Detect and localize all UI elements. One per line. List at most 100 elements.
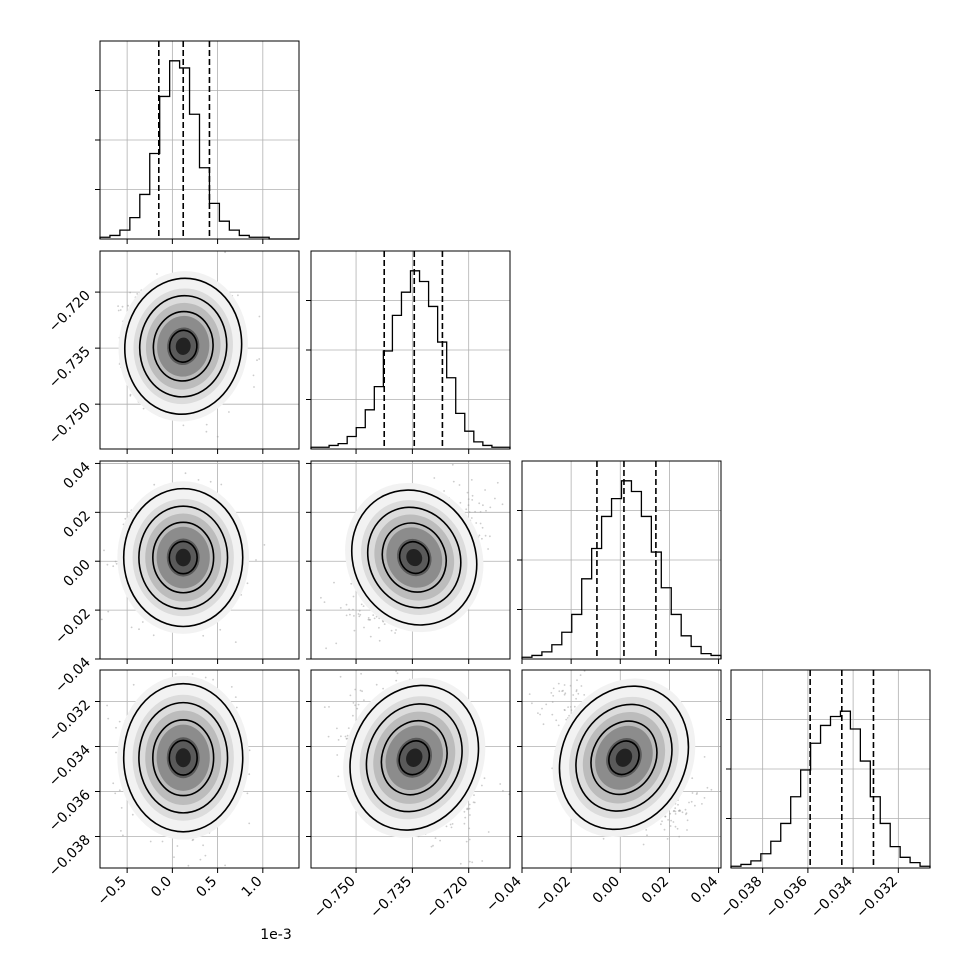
scatter-point: [465, 508, 467, 510]
scatter-point: [370, 636, 372, 638]
y-tick-label: −0.04: [52, 654, 94, 696]
scatter-point: [255, 559, 257, 561]
panel-1-1: [306, 251, 510, 454]
histogram-0: [100, 61, 299, 239]
scatter-point: [206, 431, 208, 433]
scatter-point: [475, 522, 477, 524]
scatter-point: [350, 695, 352, 697]
scatter-point: [558, 690, 560, 692]
scatter-point: [354, 689, 356, 691]
scatter-point: [258, 358, 260, 360]
scatter-point: [484, 777, 486, 779]
panel-2-2: [517, 461, 721, 664]
scatter-point: [432, 845, 434, 847]
scatter-point: [205, 855, 207, 857]
scatter-point: [471, 517, 473, 519]
scatter-point: [531, 702, 533, 704]
scatter-point: [192, 839, 194, 841]
scatter-point: [333, 582, 335, 584]
y-tick-label: −0.750: [46, 400, 94, 448]
scatter-point: [156, 273, 158, 275]
scatter-point: [354, 704, 356, 706]
scatter-point: [131, 627, 133, 629]
scatter-point: [494, 498, 496, 500]
scatter-point: [150, 841, 152, 843]
y-tick-label: −0.02: [52, 606, 94, 648]
scatter-point: [320, 597, 322, 599]
scatter-point: [324, 601, 326, 603]
scatter-point: [346, 604, 348, 606]
scatter-point: [338, 739, 340, 741]
scatter-point: [185, 472, 187, 474]
scatter-point: [101, 619, 103, 621]
scatter-point: [264, 544, 266, 546]
y-tick-label: 0.04: [60, 459, 93, 492]
scatter-point: [235, 641, 237, 643]
scatter-point: [202, 844, 204, 846]
scatter-point: [142, 621, 144, 623]
scatter-point: [482, 527, 484, 529]
scatter-point: [336, 754, 338, 756]
scatter-point: [115, 561, 117, 563]
scatter-point: [336, 728, 338, 730]
scatter-point: [479, 535, 481, 537]
scatter-point: [132, 814, 134, 816]
scatter-point: [431, 846, 433, 848]
panel-0-0: [95, 41, 299, 244]
y-tick-label: −0.038: [46, 832, 94, 880]
scatter-point: [502, 503, 504, 505]
scatter-point: [200, 859, 202, 861]
scatter-point: [325, 647, 327, 649]
scatter-point: [106, 705, 108, 707]
scatter-point: [395, 629, 397, 631]
scatter-point: [217, 436, 219, 438]
scatter-point: [499, 783, 501, 785]
scatter-point: [469, 814, 471, 816]
scatter-point: [363, 699, 365, 701]
histogram-2: [522, 481, 721, 659]
scatter-point: [661, 820, 663, 822]
scatter-point: [480, 511, 482, 513]
scatter-point: [374, 618, 376, 620]
scatter-point: [122, 835, 124, 837]
scatter-point: [359, 614, 361, 616]
scatter-point: [481, 538, 483, 540]
scatter-point: [340, 607, 342, 609]
scatter-point: [247, 793, 249, 795]
y-tick-label: −0.735: [46, 344, 94, 392]
y-tick-label: −0.720: [46, 288, 94, 336]
scatter-point: [153, 484, 155, 486]
panel-3-1: −0.750−0.735−0.720: [306, 655, 510, 921]
scatter-point: [328, 706, 330, 708]
scatter-point: [248, 773, 250, 775]
scatter-point: [345, 736, 347, 738]
scatter-point: [460, 863, 462, 865]
scatter-point: [379, 640, 381, 642]
scatter-point: [480, 523, 482, 525]
scatter-point: [469, 804, 471, 806]
x-tick-label: 0.5: [193, 874, 220, 901]
scatter-point: [489, 507, 491, 509]
scatter-point: [685, 813, 687, 815]
scatter-point: [122, 306, 124, 308]
scatter-point: [103, 550, 105, 552]
scatter-point: [395, 680, 397, 682]
scatter-point: [143, 408, 145, 410]
scatter-point: [348, 727, 350, 729]
panel-2-0: −0.04−0.020.000.020.04: [52, 459, 299, 696]
scatter-point: [472, 495, 474, 497]
scatter-point: [571, 709, 573, 711]
scatter-point: [335, 643, 337, 645]
scatter-point: [119, 721, 121, 723]
scatter-point: [202, 635, 204, 637]
scatter-point: [120, 830, 122, 832]
scatter-point: [231, 686, 233, 688]
scatter-point: [138, 628, 140, 630]
scatter-point: [133, 684, 135, 686]
scatter-point: [471, 499, 473, 501]
x-tick-label: 0.0: [148, 874, 175, 901]
scatter-point: [352, 715, 354, 717]
x-tick-label: −0.750: [311, 874, 359, 922]
y-tick-label: −0.034: [46, 742, 94, 790]
